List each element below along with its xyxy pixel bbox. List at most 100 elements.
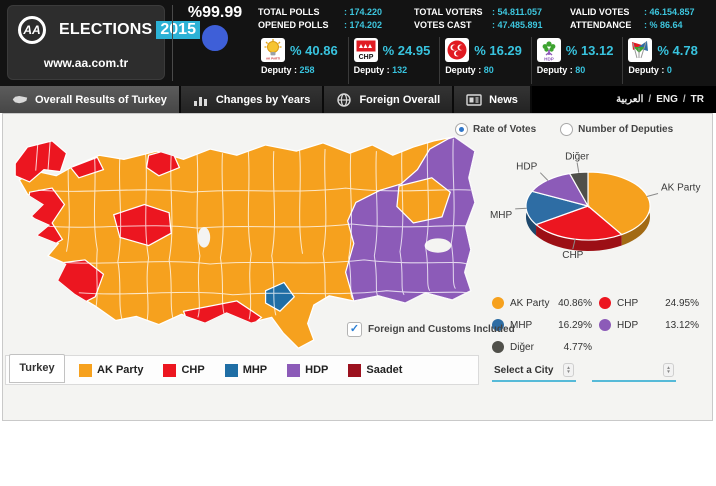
nav-tab-news[interactable]: News [454,86,532,113]
stat-value: : % 86.64 [644,20,683,30]
map-legend-item: MHP [224,363,267,377]
select-city-dropdown-2[interactable] [592,361,676,382]
stat-value: : 174.202 [344,20,383,30]
map-legend-item: CHP [163,363,205,377]
brand-title: ELECTIONS [59,21,153,38]
turkey-map-icon [12,95,28,103]
pie-legend-item: Diğer 4.77% [492,341,596,353]
party-percent: % 24.95 [382,42,431,58]
bar-chart-icon [193,96,207,106]
map-region-mhp [264,281,296,312]
party-result-ak-party: AK PARTİ % 40.86 Deputy : 258 [256,37,348,84]
mhp-crescents-icon [445,38,470,62]
legend-swatch-icon [224,363,238,377]
select-city-value: Select a City [494,364,554,376]
select-stepper-icon [663,363,674,377]
deputy-count: 0 [666,65,672,75]
legend-swatch-icon [348,363,362,377]
deputy-label: Deputy : [261,65,297,75]
legend-swatch-icon [287,363,301,377]
saadet-flags-icon [628,38,653,62]
pie-legend-item: HDP 13.12% [599,319,703,331]
party-percent: % 13.12 [565,42,614,58]
party-percent: % 16.29 [474,42,522,58]
svg-text:CHP: CHP [358,54,373,61]
deputy-count: 258 [299,65,315,75]
deputy-label: Deputy : [353,65,390,75]
party-result-mhp: % 16.29 Deputy : 80 [439,37,531,84]
city-select-row: Select a City [492,361,676,382]
pie-legend-item: AK Party 40.86% [492,297,596,309]
stat-value: : 54.811.057 [492,7,543,17]
deputy-count: 80 [575,65,586,75]
opened-polls-gauge: %99.99 [176,4,254,51]
stat-label: ATTENDANCE [570,20,632,30]
map-legend-bar: Turkey AK Party CHP MHP HDP Saadet [5,353,479,385]
ak-party-bulb-icon: AK PARTİ [261,38,285,62]
map-legend-item: Saadet [348,363,402,377]
nav-tab-changes-by-years[interactable]: Changes by Years [180,86,325,113]
stat-label: TOTAL VOTERS [414,7,483,17]
vote-share-pie-chart: AK Party CHP MHP HDP Diğer [481,150,715,296]
radio-rate-of-votes[interactable]: Rate of Votes [455,123,536,136]
aa-logo-icon: AA [18,16,46,44]
stat-label: VALID VOTES [570,7,630,17]
radio-number-of-deputies[interactable]: Number of Deputies [560,123,673,136]
nav-tab-overall-results[interactable]: Overall Results of Turkey [0,86,181,113]
svg-text:HDP: HDP [544,56,554,61]
pie-legend-item: CHP 24.95% [599,297,703,309]
party-results-row: AK PARTİ % 40.86 Deputy : 258 CHP % 24.9… [256,37,714,84]
stat-label: VOTES CAST [414,20,472,30]
lang-tr[interactable]: TR [690,94,704,105]
hdp-tree-icon: HDP [536,38,561,62]
aa-logo-panel[interactable]: AA ELECTIONS 2015 www.aa.com.tr [7,5,200,80]
party-percent: % 4.78 [657,42,698,58]
svg-text:AK PARTİ: AK PARTİ [266,56,280,61]
party-result-hdp: HDP % 13.12 Deputy : 80 [530,37,623,84]
radio-label: Number of Deputies [578,124,674,135]
stat-value: : 47.485.891 [492,20,543,30]
svg-text:Diğer: Diğer [565,152,590,163]
globe-icon [337,92,352,107]
legend-swatch-icon [79,363,92,377]
stat-value: : 46.154.857 [644,7,695,17]
legend-dot-icon [599,297,611,309]
site-url: www.aa.com.tr [43,56,129,70]
language-switcher: العربية / ENG / TR [616,94,704,105]
vote-stats: TOTAL POLLS : 174.220 TOTAL VOTERS : 54.… [258,7,716,33]
pie-legend: AK Party 40.86% CHP 24.95% MHP 16.29% HDP 13… [492,297,706,363]
opened-percent: %99.99 [187,4,243,21]
stat-label: OPENED POLLS [258,20,329,30]
deputy-label: Deputy : [628,65,665,75]
select-stepper-icon [563,363,574,377]
radio-selected-icon [455,123,468,136]
header: AA ELECTIONS 2015 www.aa.com.tr %99.99 T… [0,0,716,86]
deputy-count: 132 [392,65,408,75]
party-result-saadet: % 4.78 Deputy : 0 [622,37,714,84]
deputy-count: 80 [483,65,494,75]
header-divider [172,5,173,81]
nav-tab-foreign-overall[interactable]: Foreign Overall [324,86,455,113]
legend-dot-icon [492,319,504,331]
legend-dot-icon [599,319,611,331]
svg-text:CHP: CHP [562,250,583,261]
legend-dot-icon [492,341,504,353]
tab-turkey[interactable]: Turkey [9,353,65,383]
nav-tab-label: Overall Results of Turkey [35,93,167,106]
svg-text:AK Party: AK Party [661,183,700,194]
news-icon [466,93,482,106]
lang-eng[interactable]: ENG [656,94,678,105]
brand-year-badge: 2015 [156,21,200,39]
svg-text:MHP: MHP [490,210,513,221]
stat-value: : 174.220 [344,7,383,17]
main-nav: Overall Results of Turkey Changes by Yea… [0,86,716,113]
party-result-chp: CHP % 24.95 Deputy : 132 [347,37,440,84]
pie-legend-item: MHP 16.29% [492,319,596,331]
svg-text:HDP: HDP [516,162,537,173]
foreign-included-checkbox[interactable]: Foreign and Customs Included [347,322,515,337]
select-city-dropdown[interactable]: Select a City [492,361,576,382]
lang-arabic[interactable]: العربية [616,94,644,105]
map-legend-item: HDP [287,363,328,377]
turkey-results-map[interactable] [7,127,479,361]
progress-donut-icon [202,25,228,51]
